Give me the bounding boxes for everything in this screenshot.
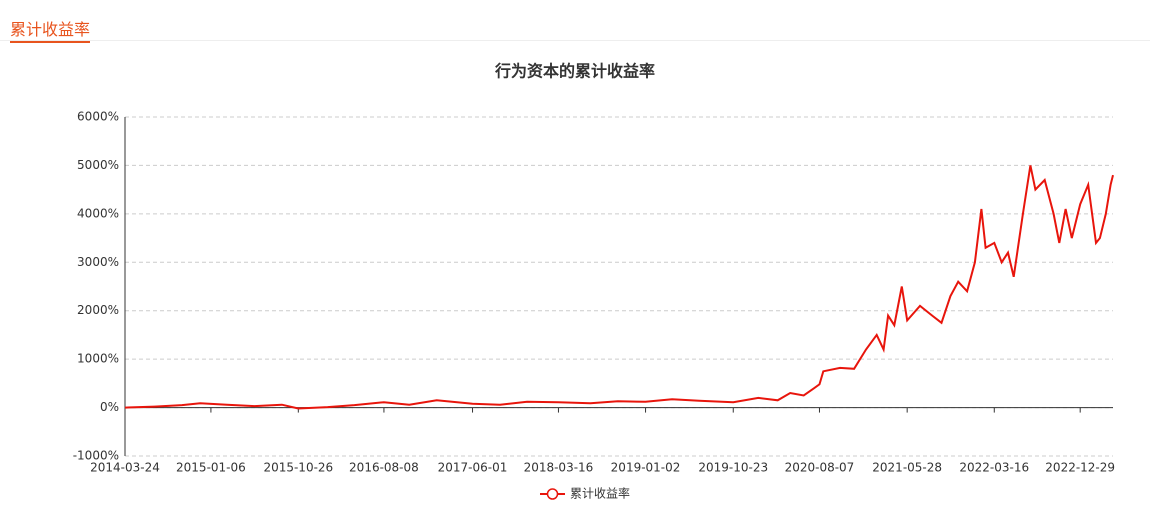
y-tick-label: 4000% <box>77 206 119 220</box>
x-tick-label: 2016-08-08 <box>349 461 419 475</box>
x-tick-label: 2019-01-02 <box>611 461 681 475</box>
x-tick-label: 2019-10-23 <box>698 461 768 475</box>
y-tick-label: 1000% <box>77 352 119 366</box>
tab[interactable]: 累计收益率 <box>10 16 91 43</box>
x-tick-label: 2015-10-26 <box>263 461 333 475</box>
y-tick-label: 2000% <box>77 303 119 317</box>
y-tick-label: 5000% <box>77 158 119 172</box>
x-tick-label: 2018-03-16 <box>524 461 594 475</box>
x-tick-label: 2017-06-01 <box>438 461 508 475</box>
chart-title: 行为资本的累计收益率 <box>494 62 655 81</box>
y-tick-label: 6000% <box>77 110 119 124</box>
x-tick-label: 2020-08-07 <box>785 461 855 475</box>
y-tick-label: -1000% <box>73 449 119 463</box>
x-tick-label: 2022-03-16 <box>959 461 1029 475</box>
x-tick-label: 2015-01-06 <box>176 461 246 475</box>
tab-bar: 累计收益率 <box>0 0 1150 43</box>
y-tick-label: 0% <box>100 400 119 414</box>
x-tick-label: 2021-05-28 <box>872 461 942 475</box>
x-tick-label: 2022-12-29 <box>1045 461 1115 475</box>
legend-label: 累计收益率 <box>570 486 630 501</box>
x-tick-label: 2014-03-24 <box>90 461 160 475</box>
legend-marker <box>546 488 559 500</box>
y-tick-label: 3000% <box>77 255 119 269</box>
series-line <box>124 165 1114 410</box>
